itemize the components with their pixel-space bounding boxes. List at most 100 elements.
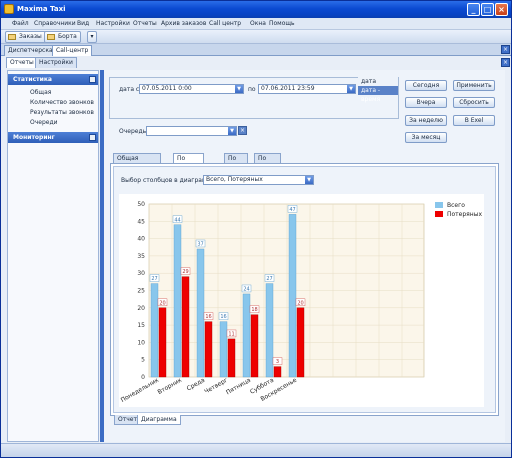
tab-settings[interactable]: Настройки xyxy=(35,57,77,68)
today-button[interactable]: Сегодня xyxy=(405,80,447,91)
data-label: 27 xyxy=(151,276,157,282)
x-tick-label: Четверг xyxy=(203,377,229,396)
menu-call-center[interactable]: Call центр xyxy=(209,20,242,27)
tab-by-hour[interactable]: По часам xyxy=(254,153,281,171)
tab-reports[interactable]: Отчеты xyxy=(6,57,38,68)
week-button[interactable]: За неделю xyxy=(405,115,447,126)
date-to-field[interactable]: 07.06.2011 23:59 ▼ xyxy=(258,84,356,94)
mode-date-time[interactable]: дата - время xyxy=(358,86,398,103)
clear-queue-button[interactable]: × xyxy=(238,126,247,135)
y-tick-label: 15 xyxy=(137,322,145,329)
date-mode-list[interactable]: дата дата - время xyxy=(358,77,398,103)
close-subtab-icon[interactable]: × xyxy=(501,58,510,67)
data-label: 20 xyxy=(297,300,303,306)
queue-label: Очередь xyxy=(119,128,147,135)
data-label: 47 xyxy=(289,207,295,213)
date-from-label: дата с xyxy=(119,86,140,93)
data-label: 27 xyxy=(266,276,272,282)
data-label-box xyxy=(249,305,260,313)
menu-reports[interactable]: Отчеты xyxy=(133,20,157,27)
bar-chart: 0 5 10 15 20 25 30 35 40 45 50 27 20 Понедельник 44 29 В… xyxy=(120,201,483,404)
data-label-box xyxy=(180,267,191,275)
panel-splitter[interactable] xyxy=(100,70,104,442)
statistics-item-call-results[interactable]: Результаты звонков xyxy=(30,109,94,116)
export-excel-button[interactable]: В Exel xyxy=(453,115,495,126)
bar-lost xyxy=(273,366,282,378)
tab-call-center[interactable]: Call-центр xyxy=(52,45,93,56)
menu-orders-archive[interactable]: Архив заказов xyxy=(161,20,207,27)
statistics-item-call-count[interactable]: Количество звонков xyxy=(30,99,94,106)
collapse-icon[interactable] xyxy=(89,134,96,141)
data-label: 18 xyxy=(251,307,257,313)
close-button[interactable]: × xyxy=(495,3,508,16)
tab-diagram[interactable]: Диаграмма xyxy=(137,415,181,425)
statistics-header[interactable]: Статистика xyxy=(8,74,98,85)
bar-lost xyxy=(181,276,190,378)
boards-button[interactable]: Борта xyxy=(44,31,81,43)
collapse-icon[interactable] xyxy=(89,76,96,83)
menu-file[interactable]: Файл xyxy=(12,20,29,27)
data-label-box xyxy=(149,274,160,282)
minimize-button[interactable]: _ xyxy=(467,3,480,16)
bar-total xyxy=(196,248,205,378)
tab-by-weekday[interactable]: По дням недели xyxy=(173,153,205,180)
tab-by-day[interactable]: По дням xyxy=(224,153,249,171)
columns-select[interactable]: Всего, Потеряных ▼ xyxy=(203,175,314,185)
queue-field[interactable]: ▼ xyxy=(146,126,237,136)
data-label: 24 xyxy=(243,286,249,292)
bar-lost xyxy=(250,314,259,378)
tab-general-info[interactable]: Общая информация xyxy=(113,153,162,171)
data-label: 16 xyxy=(220,314,226,320)
data-label-box xyxy=(287,205,298,213)
y-tick-label: 5 xyxy=(141,357,145,364)
bar-lost xyxy=(227,338,236,378)
data-label-box xyxy=(226,329,237,338)
menu-windows[interactable]: Окна xyxy=(250,20,266,27)
chevron-down-icon[interactable]: ▼ xyxy=(305,176,313,184)
monitoring-header[interactable]: Мониторинг xyxy=(8,132,98,143)
y-tick-label: 45 xyxy=(137,218,145,225)
bar-total xyxy=(173,224,182,378)
data-label-box xyxy=(203,312,214,320)
legend-swatch xyxy=(435,202,443,208)
x-tick-label: Пятница xyxy=(225,377,252,397)
data-label: 11 xyxy=(228,331,234,337)
data-label: 29 xyxy=(182,269,188,275)
yesterday-button[interactable]: Вчера xyxy=(405,97,447,108)
statistics-item-general[interactable]: Общая xyxy=(30,89,52,96)
menu-directories[interactable]: Справочники xyxy=(34,20,76,27)
legend-label: Потеряных xyxy=(447,211,482,218)
data-label: 3 xyxy=(276,359,279,365)
maximize-button[interactable]: □ xyxy=(481,3,494,16)
chart-area: 0 5 10 15 20 25 30 35 40 45 50 27 20 Понедельник 44 29 В… xyxy=(119,194,484,407)
month-button[interactable]: За месяц xyxy=(405,132,447,143)
app-icon xyxy=(4,4,14,14)
menu-view[interactable]: Вид xyxy=(77,20,90,27)
boards-dropdown-button[interactable]: ▾ xyxy=(87,31,97,43)
date-from-field[interactable]: 07.05.2011 0:00 ▼ xyxy=(139,84,244,94)
left-panel: Статистика Общая Количество звонков Резу… xyxy=(7,70,99,442)
y-tick-label: 35 xyxy=(137,253,145,260)
toolbar: Заказы Борта ▾ xyxy=(1,30,511,44)
title-bar: Maxima Taxi _ □ × xyxy=(1,1,511,18)
menu-settings[interactable]: Настройки xyxy=(96,20,130,27)
orders-button[interactable]: Заказы xyxy=(5,31,46,43)
status-bar xyxy=(1,443,511,457)
close-tab-icon[interactable]: × xyxy=(501,45,510,54)
data-label-box xyxy=(157,298,168,307)
data-label-box xyxy=(218,312,229,320)
chevron-down-icon[interactable]: ▼ xyxy=(347,85,355,93)
chevron-down-icon[interactable]: ▼ xyxy=(228,127,236,135)
mode-date[interactable]: дата xyxy=(361,78,376,85)
chevron-down-icon[interactable]: ▼ xyxy=(235,85,243,93)
bar-total xyxy=(288,214,297,378)
y-tick-label: 40 xyxy=(137,236,145,243)
x-tick-label: Вторник xyxy=(157,376,184,396)
columns-label: Выбор столбцов в диаграмме: xyxy=(121,177,217,184)
apply-button[interactable]: Применить xyxy=(453,80,495,91)
document-tabs: Диспетчерская Call-центр × xyxy=(1,44,511,56)
reset-button[interactable]: Сбросить xyxy=(453,97,495,108)
data-label-box xyxy=(195,239,206,248)
menu-help[interactable]: Помощь xyxy=(269,20,295,27)
statistics-item-queues[interactable]: Очереди xyxy=(30,119,58,126)
